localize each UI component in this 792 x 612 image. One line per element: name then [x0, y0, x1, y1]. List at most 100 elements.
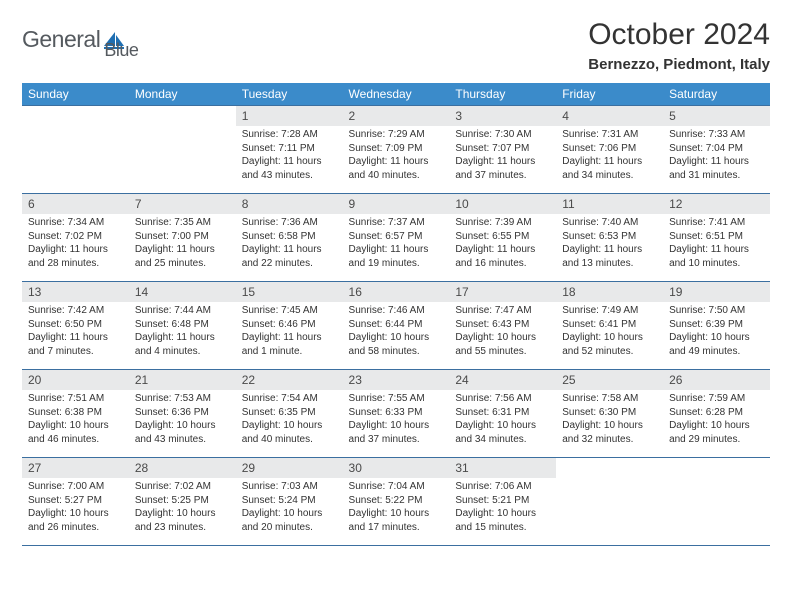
calendar-week-row: 27Sunrise: 7:00 AMSunset: 5:27 PMDayligh…	[22, 458, 770, 546]
calendar-week-row: 20Sunrise: 7:51 AMSunset: 6:38 PMDayligh…	[22, 370, 770, 458]
day-cell: 21Sunrise: 7:53 AMSunset: 6:36 PMDayligh…	[129, 370, 236, 458]
day-cell-empty	[663, 458, 770, 546]
dow-row: Sunday Monday Tuesday Wednesday Thursday…	[22, 83, 770, 106]
day-cell: 10Sunrise: 7:39 AMSunset: 6:55 PMDayligh…	[449, 194, 556, 282]
day-body: Sunrise: 7:31 AMSunset: 7:06 PMDaylight:…	[556, 126, 663, 186]
location: Bernezzo, Piedmont, Italy	[588, 56, 770, 73]
day-body: Sunrise: 7:56 AMSunset: 6:31 PMDaylight:…	[449, 390, 556, 450]
day-cell: 9Sunrise: 7:37 AMSunset: 6:57 PMDaylight…	[343, 194, 450, 282]
day-cell: 23Sunrise: 7:55 AMSunset: 6:33 PMDayligh…	[343, 370, 450, 458]
logo-text-general: General	[22, 26, 100, 52]
day-body: Sunrise: 7:41 AMSunset: 6:51 PMDaylight:…	[663, 214, 770, 274]
dow-wednesday: Wednesday	[343, 83, 450, 106]
day-number: 5	[663, 106, 770, 126]
calendar-week-row: 13Sunrise: 7:42 AMSunset: 6:50 PMDayligh…	[22, 282, 770, 370]
day-number: 18	[556, 282, 663, 302]
day-cell: 27Sunrise: 7:00 AMSunset: 5:27 PMDayligh…	[22, 458, 129, 546]
day-cell: 7Sunrise: 7:35 AMSunset: 7:00 PMDaylight…	[129, 194, 236, 282]
day-body: Sunrise: 7:40 AMSunset: 6:53 PMDaylight:…	[556, 214, 663, 274]
day-number: 27	[22, 458, 129, 478]
day-body: Sunrise: 7:49 AMSunset: 6:41 PMDaylight:…	[556, 302, 663, 362]
calendar-table: Sunday Monday Tuesday Wednesday Thursday…	[22, 83, 770, 546]
day-body: Sunrise: 7:45 AMSunset: 6:46 PMDaylight:…	[236, 302, 343, 362]
month-title: October 2024	[588, 18, 770, 52]
day-body: Sunrise: 7:58 AMSunset: 6:30 PMDaylight:…	[556, 390, 663, 450]
day-number: 7	[129, 194, 236, 214]
day-cell: 19Sunrise: 7:50 AMSunset: 6:39 PMDayligh…	[663, 282, 770, 370]
day-number: 29	[236, 458, 343, 478]
day-cell: 26Sunrise: 7:59 AMSunset: 6:28 PMDayligh…	[663, 370, 770, 458]
day-cell: 14Sunrise: 7:44 AMSunset: 6:48 PMDayligh…	[129, 282, 236, 370]
day-body: Sunrise: 7:36 AMSunset: 6:58 PMDaylight:…	[236, 214, 343, 274]
logo-text: General	[22, 26, 100, 53]
day-number: 31	[449, 458, 556, 478]
day-number: 11	[556, 194, 663, 214]
day-body: Sunrise: 7:29 AMSunset: 7:09 PMDaylight:…	[343, 126, 450, 186]
day-body: Sunrise: 7:03 AMSunset: 5:24 PMDaylight:…	[236, 478, 343, 538]
calendar-week-row: 1Sunrise: 7:28 AMSunset: 7:11 PMDaylight…	[22, 106, 770, 194]
day-number: 28	[129, 458, 236, 478]
dow-friday: Friday	[556, 83, 663, 106]
day-cell: 16Sunrise: 7:46 AMSunset: 6:44 PMDayligh…	[343, 282, 450, 370]
day-body: Sunrise: 7:51 AMSunset: 6:38 PMDaylight:…	[22, 390, 129, 450]
day-cell: 20Sunrise: 7:51 AMSunset: 6:38 PMDayligh…	[22, 370, 129, 458]
day-cell: 5Sunrise: 7:33 AMSunset: 7:04 PMDaylight…	[663, 106, 770, 194]
day-number: 19	[663, 282, 770, 302]
day-body: Sunrise: 7:54 AMSunset: 6:35 PMDaylight:…	[236, 390, 343, 450]
day-cell: 31Sunrise: 7:06 AMSunset: 5:21 PMDayligh…	[449, 458, 556, 546]
day-number: 21	[129, 370, 236, 390]
calendar-week-row: 6Sunrise: 7:34 AMSunset: 7:02 PMDaylight…	[22, 194, 770, 282]
day-number: 17	[449, 282, 556, 302]
day-cell: 1Sunrise: 7:28 AMSunset: 7:11 PMDaylight…	[236, 106, 343, 194]
day-body: Sunrise: 7:37 AMSunset: 6:57 PMDaylight:…	[343, 214, 450, 274]
day-cell: 12Sunrise: 7:41 AMSunset: 6:51 PMDayligh…	[663, 194, 770, 282]
day-body: Sunrise: 7:44 AMSunset: 6:48 PMDaylight:…	[129, 302, 236, 362]
day-number: 8	[236, 194, 343, 214]
day-number: 3	[449, 106, 556, 126]
day-body: Sunrise: 7:06 AMSunset: 5:21 PMDaylight:…	[449, 478, 556, 538]
day-body: Sunrise: 7:00 AMSunset: 5:27 PMDaylight:…	[22, 478, 129, 538]
day-number: 9	[343, 194, 450, 214]
day-cell: 6Sunrise: 7:34 AMSunset: 7:02 PMDaylight…	[22, 194, 129, 282]
dow-thursday: Thursday	[449, 83, 556, 106]
day-cell-empty	[22, 106, 129, 194]
day-number: 16	[343, 282, 450, 302]
day-body: Sunrise: 7:42 AMSunset: 6:50 PMDaylight:…	[22, 302, 129, 362]
day-body: Sunrise: 7:35 AMSunset: 7:00 PMDaylight:…	[129, 214, 236, 274]
day-body: Sunrise: 7:34 AMSunset: 7:02 PMDaylight:…	[22, 214, 129, 274]
day-body: Sunrise: 7:47 AMSunset: 6:43 PMDaylight:…	[449, 302, 556, 362]
title-block: October 2024 Bernezzo, Piedmont, Italy	[588, 18, 770, 73]
calendar-body: 1Sunrise: 7:28 AMSunset: 7:11 PMDaylight…	[22, 106, 770, 546]
day-cell: 11Sunrise: 7:40 AMSunset: 6:53 PMDayligh…	[556, 194, 663, 282]
day-number: 24	[449, 370, 556, 390]
day-number: 1	[236, 106, 343, 126]
day-cell: 13Sunrise: 7:42 AMSunset: 6:50 PMDayligh…	[22, 282, 129, 370]
day-cell: 15Sunrise: 7:45 AMSunset: 6:46 PMDayligh…	[236, 282, 343, 370]
day-body: Sunrise: 7:39 AMSunset: 6:55 PMDaylight:…	[449, 214, 556, 274]
day-cell: 24Sunrise: 7:56 AMSunset: 6:31 PMDayligh…	[449, 370, 556, 458]
day-number: 6	[22, 194, 129, 214]
header: General Blue October 2024 Bernezzo, Pied…	[22, 18, 770, 73]
day-number: 20	[22, 370, 129, 390]
day-number: 12	[663, 194, 770, 214]
day-cell: 25Sunrise: 7:58 AMSunset: 6:30 PMDayligh…	[556, 370, 663, 458]
day-cell: 28Sunrise: 7:02 AMSunset: 5:25 PMDayligh…	[129, 458, 236, 546]
day-body: Sunrise: 7:02 AMSunset: 5:25 PMDaylight:…	[129, 478, 236, 538]
day-body: Sunrise: 7:33 AMSunset: 7:04 PMDaylight:…	[663, 126, 770, 186]
day-cell: 17Sunrise: 7:47 AMSunset: 6:43 PMDayligh…	[449, 282, 556, 370]
day-number: 23	[343, 370, 450, 390]
day-body: Sunrise: 7:04 AMSunset: 5:22 PMDaylight:…	[343, 478, 450, 538]
day-body: Sunrise: 7:55 AMSunset: 6:33 PMDaylight:…	[343, 390, 450, 450]
day-number: 26	[663, 370, 770, 390]
day-body: Sunrise: 7:50 AMSunset: 6:39 PMDaylight:…	[663, 302, 770, 362]
day-number: 25	[556, 370, 663, 390]
day-body: Sunrise: 7:59 AMSunset: 6:28 PMDaylight:…	[663, 390, 770, 450]
day-number: 10	[449, 194, 556, 214]
day-number: 14	[129, 282, 236, 302]
day-number: 2	[343, 106, 450, 126]
day-body: Sunrise: 7:28 AMSunset: 7:11 PMDaylight:…	[236, 126, 343, 186]
day-cell: 2Sunrise: 7:29 AMSunset: 7:09 PMDaylight…	[343, 106, 450, 194]
dow-monday: Monday	[129, 83, 236, 106]
day-cell: 29Sunrise: 7:03 AMSunset: 5:24 PMDayligh…	[236, 458, 343, 546]
dow-sunday: Sunday	[22, 83, 129, 106]
